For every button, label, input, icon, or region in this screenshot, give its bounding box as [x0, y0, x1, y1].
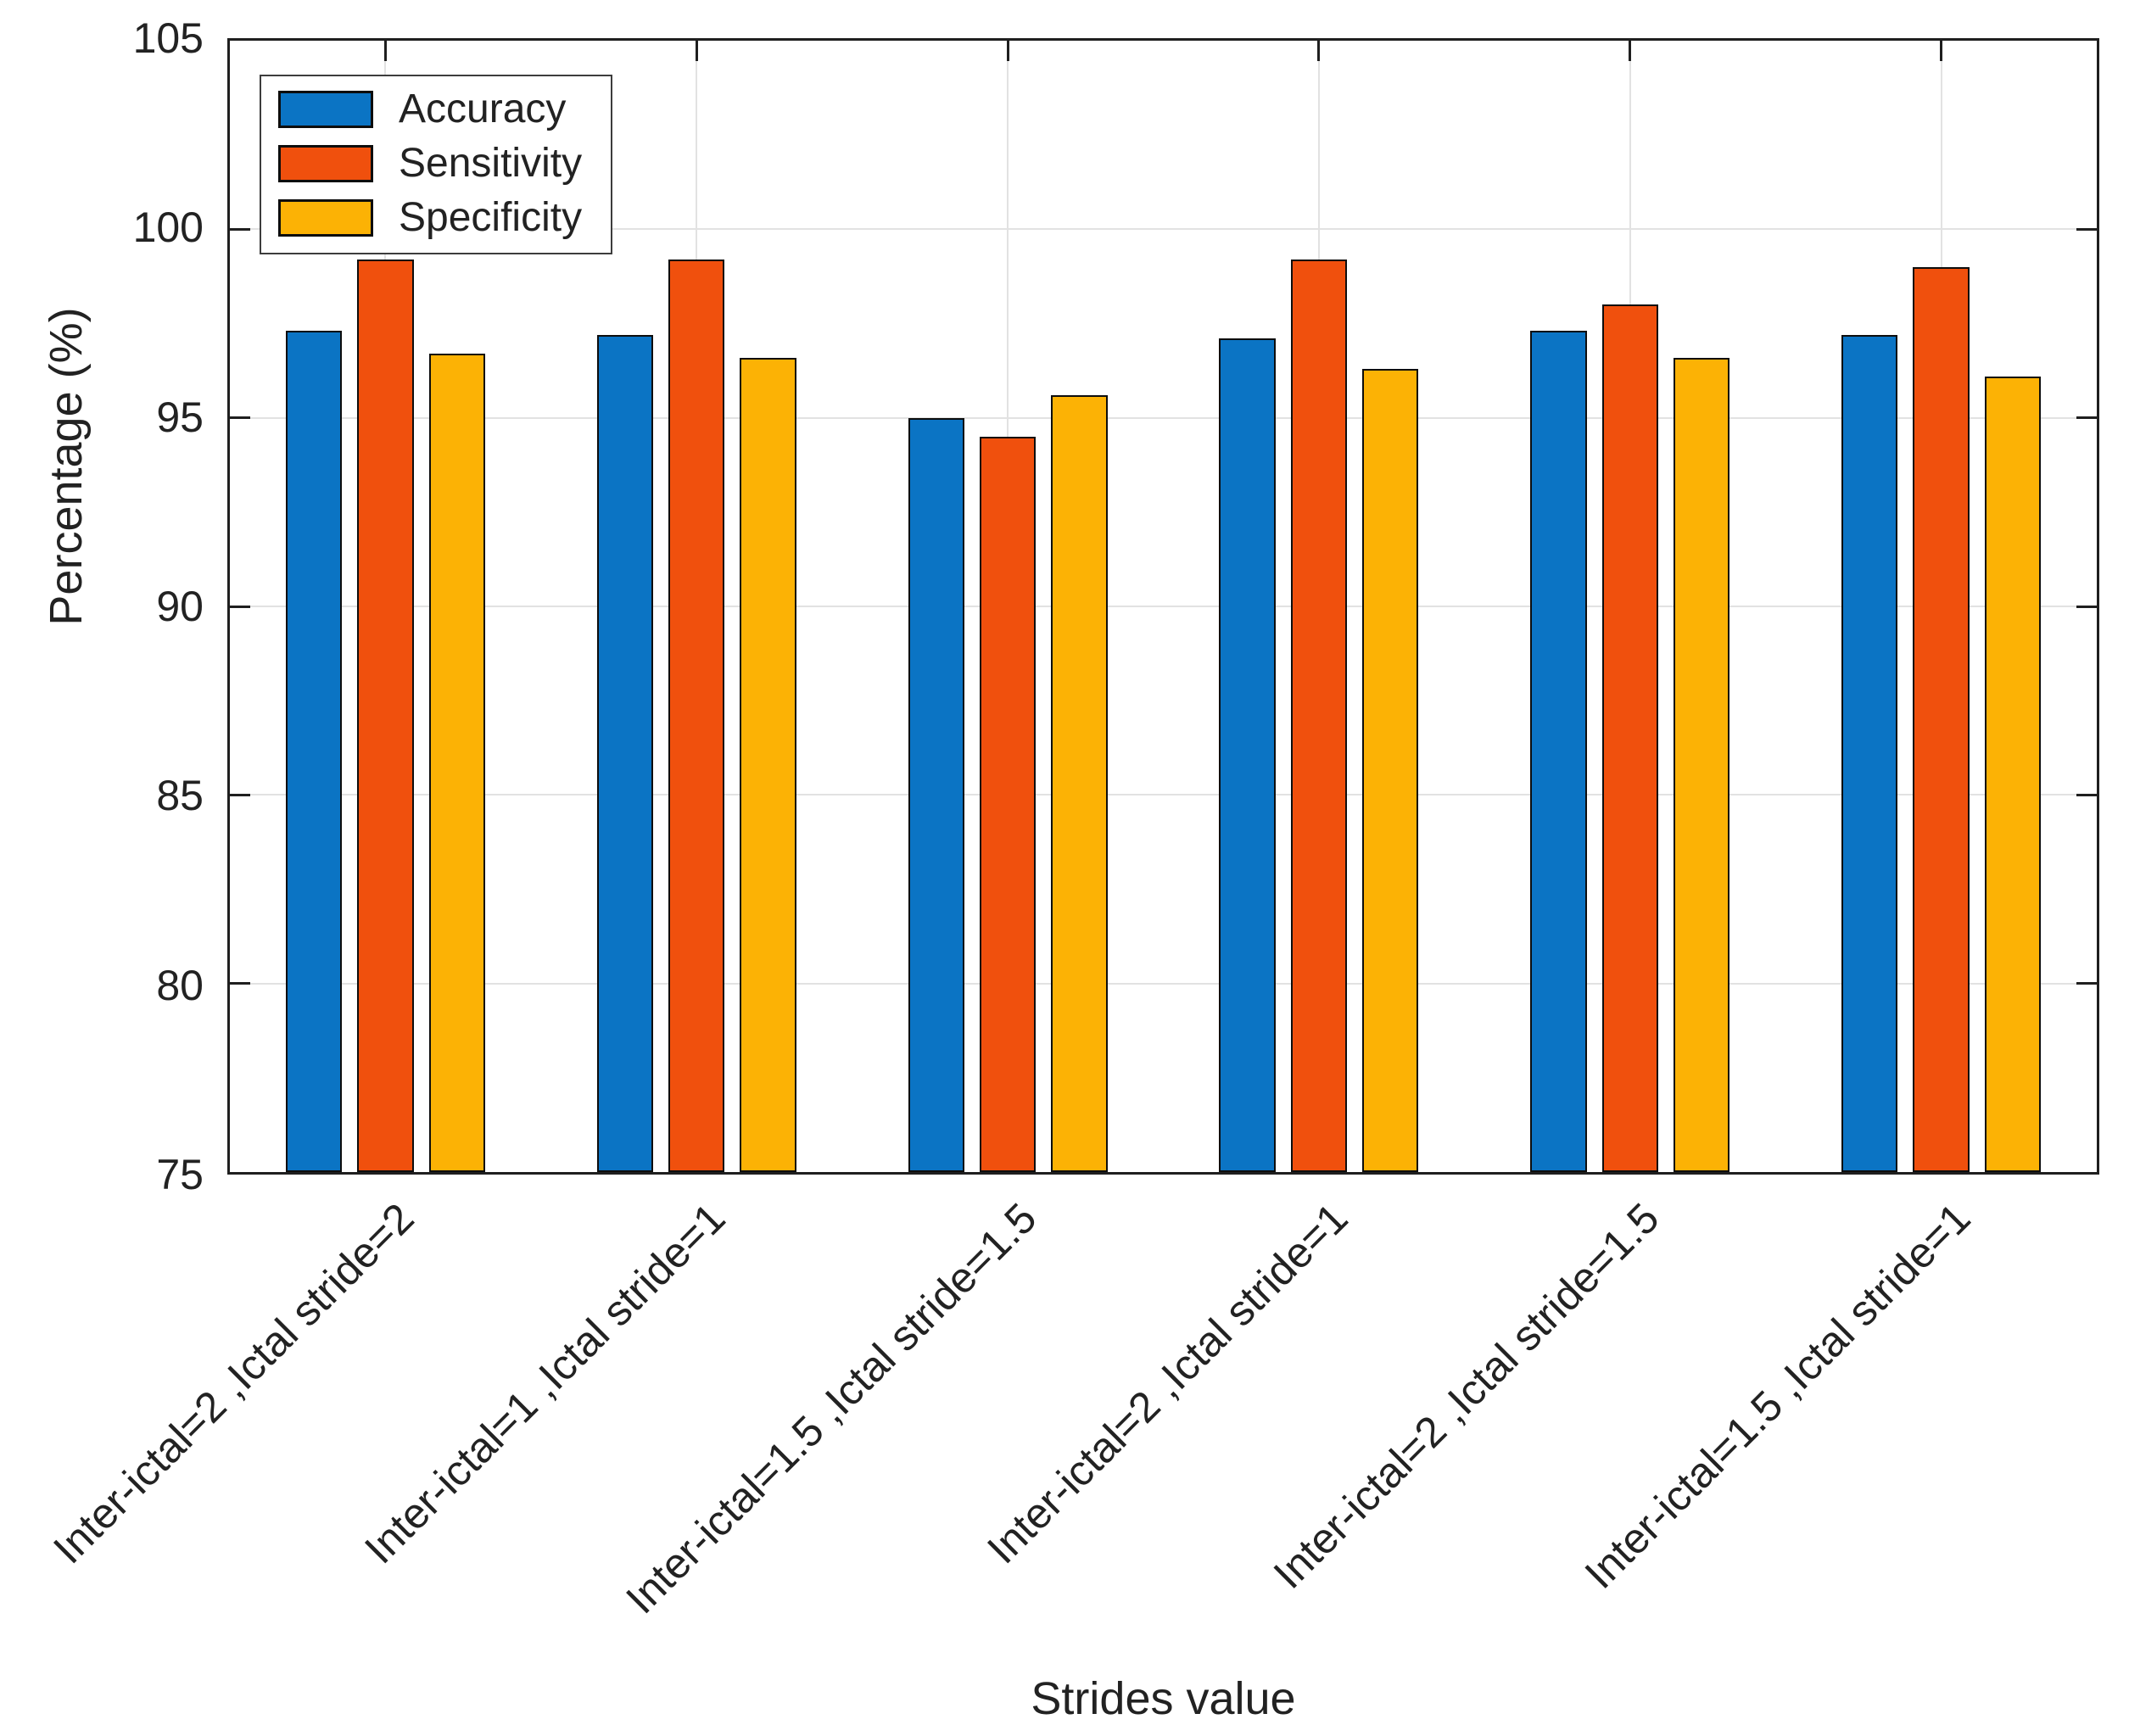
y-tick-mark	[2076, 982, 2097, 985]
x-tick-mark	[383, 41, 387, 61]
y-tick-mark	[230, 982, 250, 985]
specificity-swatch-icon	[278, 199, 373, 237]
bar-specificity-group1	[428, 354, 485, 1172]
y-tick-label: 75	[156, 1151, 204, 1198]
y-tick-mark	[230, 793, 250, 796]
legend-item-sensitivity: Sensitivity	[278, 142, 582, 185]
y-tick-mark	[2076, 416, 2097, 420]
y-tick-mark	[230, 416, 250, 420]
legend-label: Sensitivity	[399, 141, 583, 186]
bar-accuracy-group2	[596, 334, 654, 1172]
gridline-horizontal	[230, 606, 2097, 607]
bar-accuracy-group1	[285, 331, 343, 1172]
y-tick-label: 80	[156, 961, 204, 1009]
x-tick-mark	[1940, 41, 1943, 61]
y-tick-label: 100	[132, 204, 204, 252]
legend-item-specificity: Specificity	[278, 197, 582, 239]
bar-specificity-group4	[1362, 368, 1419, 1172]
gridline-horizontal	[230, 228, 2097, 231]
bar-specificity-group5	[1673, 357, 1730, 1172]
sensitivity-swatch-icon	[278, 145, 373, 182]
y-tick-mark	[230, 227, 250, 231]
bar-sensitivity-group4	[1290, 259, 1348, 1172]
legend-item-accuracy: Accuracy	[278, 88, 582, 131]
x-tick-label: Inter-ictal=1 ,Ictal stride=1	[355, 1194, 735, 1573]
y-tick-mark	[2076, 227, 2097, 231]
x-tick-mark	[1317, 41, 1321, 61]
y-tick-label: 105	[132, 14, 204, 62]
legend-label: Accuracy	[399, 87, 567, 131]
x-tick-label: Inter-ictal=2 ,Ictal stride=1	[978, 1194, 1357, 1573]
legend: Accuracy Sensitivity Specificity	[260, 75, 613, 254]
bar-sensitivity-group5	[1601, 304, 1658, 1172]
bar-specificity-group6	[1984, 376, 2042, 1172]
y-axis-title: Percentage (%)	[41, 307, 92, 626]
gridline-horizontal	[230, 982, 2097, 985]
bar-accuracy-group5	[1530, 331, 1587, 1172]
y-tick-label: 95	[156, 393, 204, 441]
bar-accuracy-group3	[908, 417, 964, 1172]
x-tick-label: Inter-ictal=2 ,Ictal stride=2	[44, 1194, 424, 1573]
y-tick-mark	[230, 605, 250, 608]
y-tick-mark	[2076, 605, 2097, 608]
y-tick-label: 85	[156, 772, 204, 820]
gridline-horizontal	[230, 794, 2097, 796]
gridline-horizontal	[230, 416, 2097, 419]
bar-sensitivity-group2	[668, 259, 725, 1172]
legend-label: Specificity	[399, 195, 583, 240]
y-tick-label: 90	[156, 583, 204, 630]
x-axis-title: Strides value	[1031, 1673, 1296, 1724]
bar-sensitivity-group3	[979, 436, 1037, 1172]
x-tick-mark	[695, 41, 698, 61]
bar-specificity-group3	[1051, 395, 1108, 1172]
bar-specificity-group2	[740, 357, 796, 1172]
x-tick-mark	[1629, 41, 1632, 61]
accuracy-swatch-icon	[278, 91, 373, 128]
y-tick-mark	[2076, 793, 2097, 796]
bar-sensitivity-group6	[1913, 266, 1970, 1172]
bar-accuracy-group4	[1219, 338, 1276, 1172]
plot-area	[227, 38, 2099, 1175]
x-tick-mark	[1006, 41, 1009, 61]
bar-sensitivity-group1	[357, 259, 414, 1172]
bar-accuracy-group6	[1841, 334, 1898, 1172]
